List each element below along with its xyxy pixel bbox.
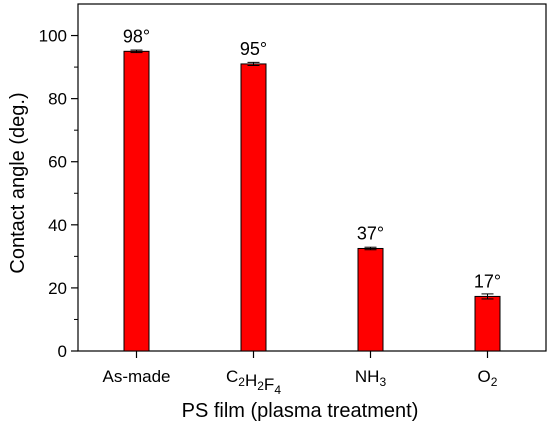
bar-1: [123, 50, 150, 352]
bar-2: [240, 63, 267, 352]
plot-frame: [77, 3, 547, 352]
y-tick-label: 60: [48, 153, 67, 172]
bar-4: [474, 295, 501, 352]
y-tick-label: 40: [48, 216, 67, 235]
y-tick-label: 20: [48, 279, 67, 298]
data-label-2: 95°: [240, 39, 267, 59]
data-label-1: 98°: [123, 26, 150, 46]
data-label-3: 37°: [357, 223, 384, 243]
y-tick-label: 0: [58, 342, 67, 361]
x-axis-title: PS film (plasma treatment): [182, 400, 419, 422]
y-tick-label: 100: [39, 27, 67, 46]
x-category-label: O2: [478, 367, 498, 389]
x-category-label: As-made: [102, 367, 170, 386]
data-label-4: 17°: [474, 271, 501, 291]
y-axis-title: Contact angle (deg.): [7, 92, 29, 273]
x-category-label: NH3: [355, 367, 387, 389]
y-tick-label: 80: [48, 90, 67, 109]
bar-3: [357, 247, 384, 352]
x-category-label: C2H2F4: [226, 367, 281, 397]
